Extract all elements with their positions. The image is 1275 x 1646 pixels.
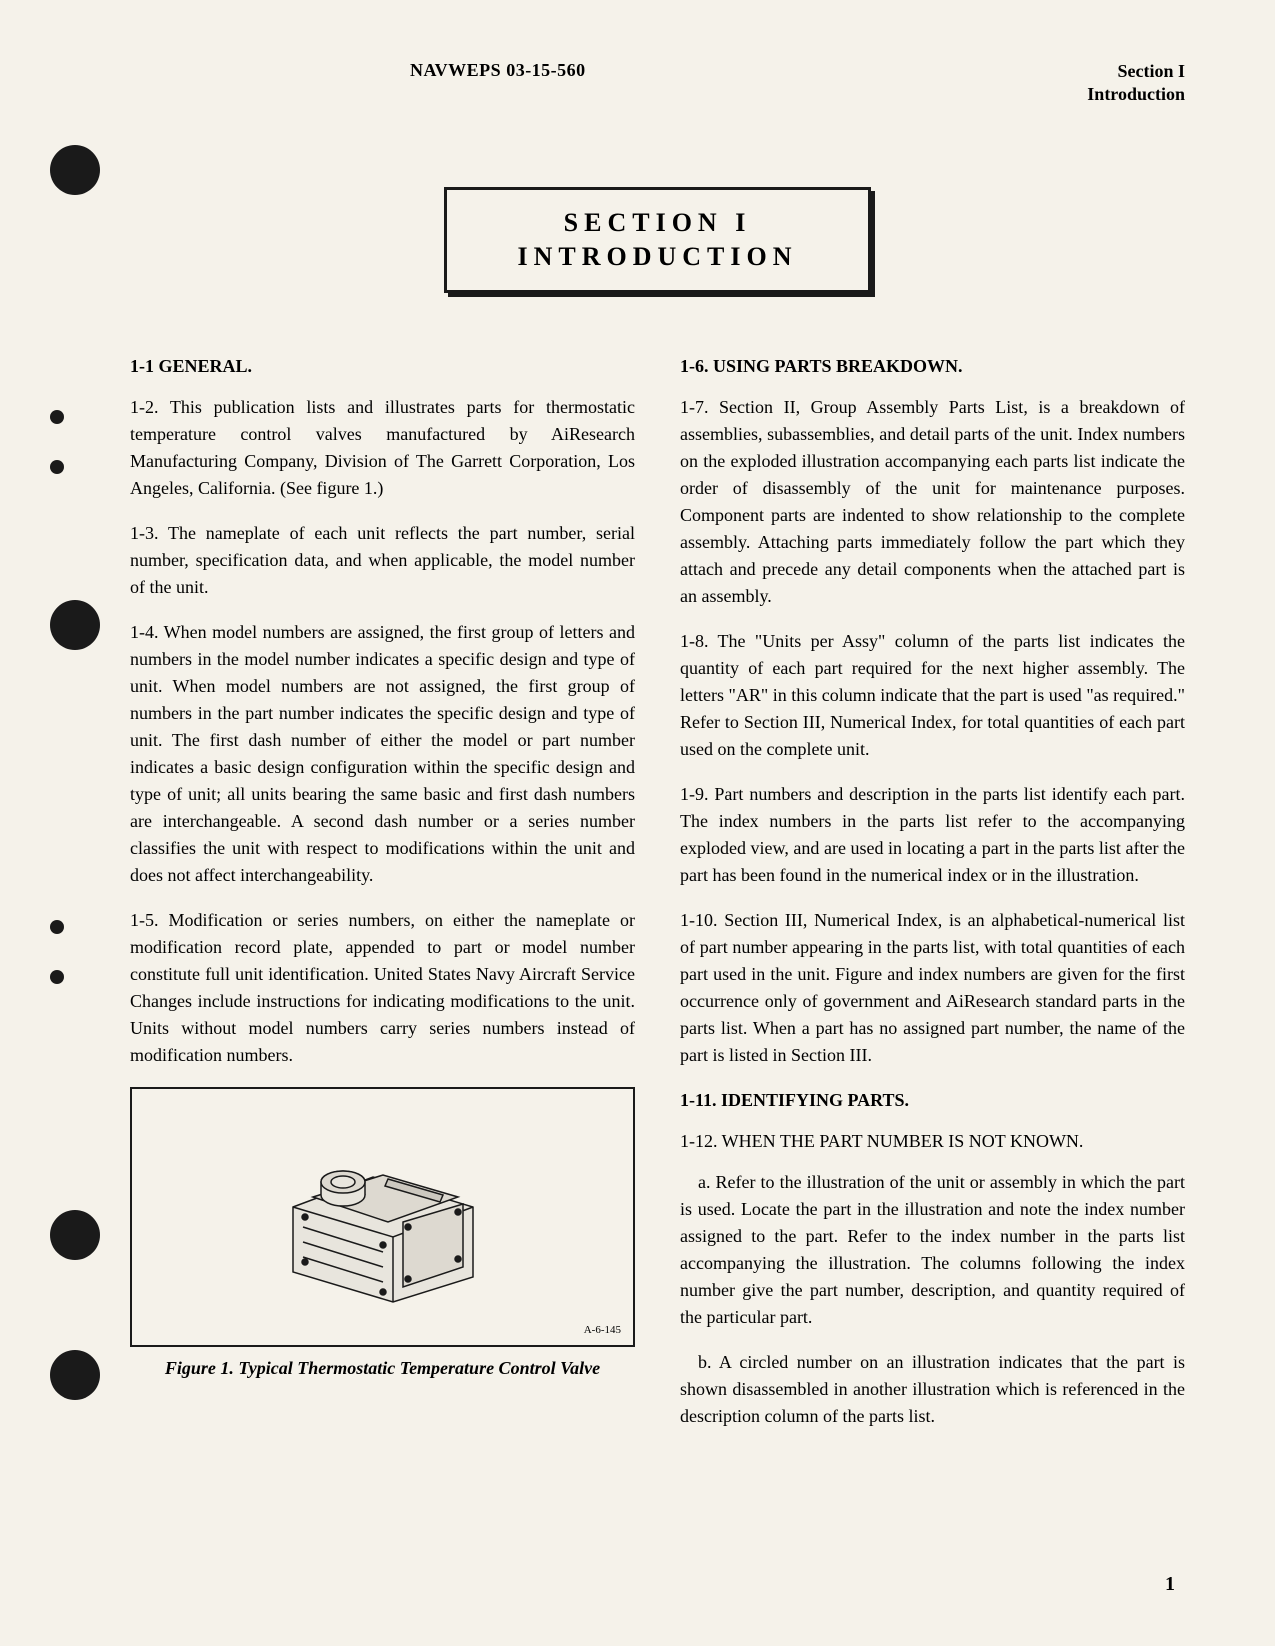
- punch-hole: [50, 600, 100, 650]
- punch-hole: [50, 1210, 100, 1260]
- paragraph-1-9: 1-9. Part numbers and description in the…: [680, 781, 1185, 889]
- paragraph-1-4: 1-4. When model numbers are assigned, th…: [130, 619, 635, 889]
- punch-mark: [50, 460, 64, 474]
- paragraph-a: a. Refer to the illustration of the unit…: [680, 1169, 1185, 1331]
- paragraph-1-2: 1-2. This publication lists and illustra…: [130, 394, 635, 502]
- header-section-info: Section I Introduction: [1087, 60, 1185, 107]
- document-number: NAVWEPS 03-15-560: [410, 60, 586, 81]
- paragraph-1-7: 1-7. Section II, Group Assembly Parts Li…: [680, 394, 1185, 610]
- paragraph-1-5: 1-5. Modification or series numbers, on …: [130, 907, 635, 1069]
- right-column: 1-6. USING PARTS BREAKDOWN. 1-7. Section…: [680, 353, 1185, 1448]
- punch-hole: [50, 1350, 100, 1400]
- punch-mark: [50, 970, 64, 984]
- section-subtitle: Introduction: [1087, 83, 1185, 106]
- punch-mark: [50, 410, 64, 424]
- paragraph-b: b. A circled number on an illustration i…: [680, 1349, 1185, 1430]
- subheading-1-12: 1-12. WHEN THE PART NUMBER IS NOT KNOWN.: [680, 1128, 1185, 1155]
- punch-mark: [50, 920, 64, 934]
- paragraph-1-10: 1-10. Section III, Numerical Index, is a…: [680, 907, 1185, 1069]
- heading-identifying-parts: 1-11. IDENTIFYING PARTS.: [680, 1087, 1185, 1114]
- valve-illustration: [243, 1127, 523, 1307]
- figure-caption: Figure 1. Typical Thermostatic Temperatu…: [130, 1357, 635, 1380]
- title-line-1: SECTION I: [517, 208, 797, 238]
- title-line-2: INTRODUCTION: [517, 242, 797, 272]
- figure-reference-number: A-6-145: [584, 1322, 621, 1339]
- paragraph-1-3: 1-3. The nameplate of each unit reflects…: [130, 520, 635, 601]
- figure-1-box: A-6-145: [130, 1087, 635, 1347]
- paragraph-1-8: 1-8. The "Units per Assy" column of the …: [680, 628, 1185, 763]
- punch-hole: [50, 145, 100, 195]
- heading-general: 1-1 GENERAL.: [130, 353, 635, 380]
- section-label: Section I: [1087, 60, 1185, 83]
- left-column: 1-1 GENERAL. 1-2. This publication lists…: [130, 353, 635, 1448]
- page-header: NAVWEPS 03-15-560 Section I Introduction: [130, 60, 1185, 107]
- section-title-box: SECTION I INTRODUCTION: [444, 187, 870, 293]
- content-columns: 1-1 GENERAL. 1-2. This publication lists…: [130, 353, 1185, 1448]
- heading-parts-breakdown: 1-6. USING PARTS BREAKDOWN.: [680, 353, 1185, 380]
- page-number: 1: [1165, 1573, 1175, 1596]
